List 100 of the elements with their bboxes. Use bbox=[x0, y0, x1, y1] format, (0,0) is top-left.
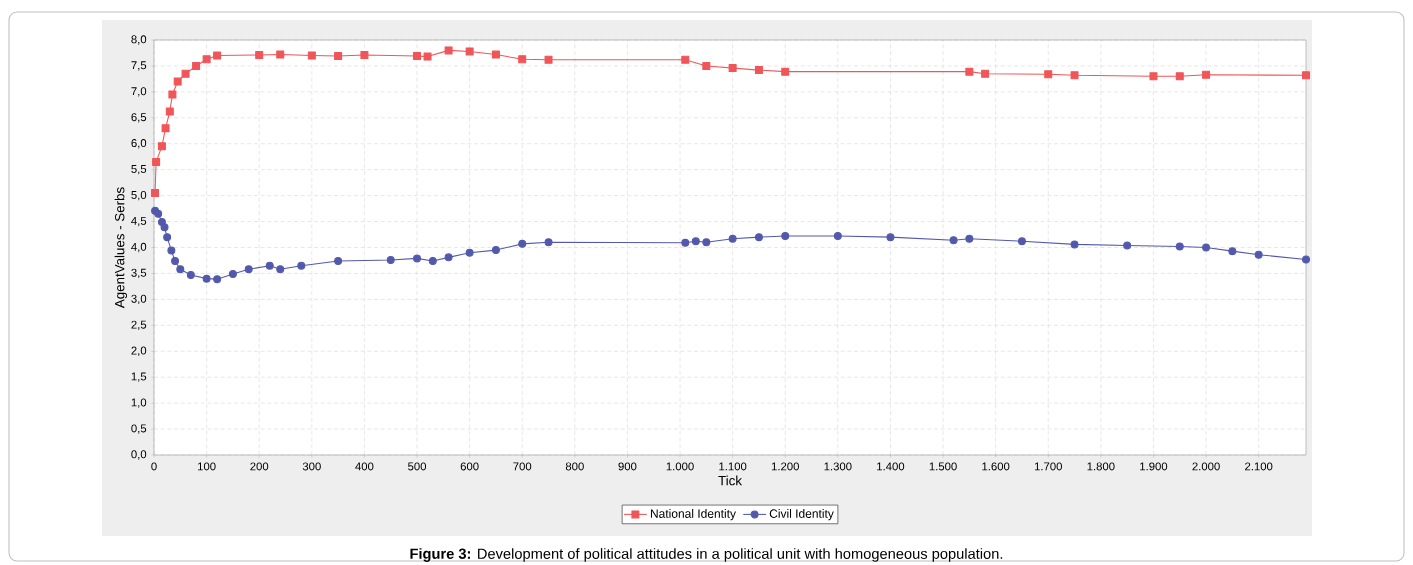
y-tick-label: 0,0 bbox=[131, 450, 147, 460]
x-tick-label: 1.900 bbox=[1140, 462, 1168, 471]
point bbox=[681, 55, 690, 64]
point bbox=[413, 254, 422, 263]
x-tick-label: 1.100 bbox=[719, 462, 747, 471]
point bbox=[161, 124, 170, 133]
point bbox=[1228, 247, 1237, 256]
point bbox=[244, 265, 253, 274]
point bbox=[728, 234, 737, 243]
x-tick-label: 0 bbox=[151, 462, 157, 471]
x-tick-label: 1.000 bbox=[666, 462, 694, 471]
point bbox=[163, 233, 172, 242]
y-tick-label: 5,5 bbox=[131, 165, 147, 175]
point bbox=[681, 238, 690, 247]
y-tick-label: 4,5 bbox=[131, 216, 147, 227]
point bbox=[213, 51, 222, 60]
point bbox=[754, 66, 763, 75]
point bbox=[168, 90, 177, 99]
point bbox=[428, 256, 437, 265]
y-tick-label: 1,5 bbox=[131, 372, 147, 382]
point bbox=[152, 157, 161, 166]
point bbox=[1175, 72, 1184, 81]
x-tick-label: 2.000 bbox=[1192, 462, 1220, 471]
point bbox=[213, 275, 222, 284]
point bbox=[157, 142, 166, 151]
point bbox=[265, 261, 274, 270]
point bbox=[491, 246, 500, 255]
x-tick-label: 1.800 bbox=[1087, 462, 1115, 471]
point bbox=[444, 253, 453, 262]
point bbox=[965, 234, 974, 243]
point bbox=[276, 50, 285, 59]
point bbox=[297, 261, 306, 270]
x-tick-label: 100 bbox=[198, 462, 216, 471]
point bbox=[151, 189, 160, 198]
x-tick-label: 400 bbox=[355, 462, 374, 471]
point bbox=[413, 52, 422, 61]
point bbox=[465, 47, 474, 56]
y-tick-label: 3,5 bbox=[131, 268, 147, 279]
point bbox=[307, 51, 316, 60]
point bbox=[981, 69, 990, 78]
point bbox=[334, 256, 343, 265]
legend-label: Civil Identity bbox=[769, 509, 834, 521]
x-tick-label: 2.100 bbox=[1245, 462, 1273, 471]
point bbox=[691, 237, 700, 246]
point bbox=[1175, 242, 1184, 251]
x-tick-label: 700 bbox=[513, 462, 532, 471]
point bbox=[423, 52, 432, 61]
x-tick-label: 300 bbox=[302, 462, 321, 471]
point bbox=[255, 51, 264, 60]
point bbox=[386, 255, 395, 264]
point bbox=[702, 61, 711, 70]
point bbox=[702, 238, 711, 247]
point bbox=[1302, 255, 1311, 264]
point bbox=[544, 55, 553, 64]
point bbox=[949, 236, 958, 245]
point bbox=[202, 55, 211, 64]
x-tick-label: 600 bbox=[460, 462, 479, 471]
y-tick-label: 2,5 bbox=[131, 320, 147, 330]
legend-label: National Identity bbox=[650, 509, 736, 521]
point bbox=[167, 246, 176, 255]
point bbox=[1070, 71, 1079, 80]
point bbox=[173, 77, 182, 86]
y-tick-label: 5,0 bbox=[131, 190, 147, 201]
point bbox=[160, 223, 169, 232]
point bbox=[754, 233, 763, 242]
x-tick-label: 1.300 bbox=[824, 462, 852, 471]
point bbox=[544, 238, 553, 247]
point bbox=[1202, 243, 1211, 252]
point bbox=[1202, 70, 1211, 79]
y-tick-label: 3,0 bbox=[131, 294, 147, 305]
y-tick-label: 6,0 bbox=[131, 139, 147, 149]
x-tick-label: 800 bbox=[565, 462, 584, 471]
point bbox=[781, 67, 790, 76]
point bbox=[176, 265, 185, 274]
y-tick-label: 6,5 bbox=[131, 113, 147, 123]
x-axis-title: Tick bbox=[718, 475, 743, 486]
point bbox=[518, 239, 527, 248]
point bbox=[1070, 240, 1079, 249]
point bbox=[165, 107, 174, 116]
y-tick-label: 7,5 bbox=[131, 61, 147, 71]
point bbox=[276, 265, 285, 274]
point bbox=[202, 274, 211, 283]
point bbox=[171, 256, 180, 265]
point bbox=[491, 50, 500, 59]
point bbox=[444, 46, 453, 55]
point bbox=[228, 269, 237, 278]
x-tick-label: 1.200 bbox=[771, 462, 799, 471]
x-tick-label: 900 bbox=[618, 462, 637, 471]
point bbox=[965, 67, 974, 76]
point bbox=[886, 233, 895, 242]
point bbox=[360, 51, 369, 60]
point bbox=[728, 64, 737, 73]
y-tick-label: 8,0 bbox=[131, 35, 147, 45]
y-axis-title: AgentValues - Serbs bbox=[114, 187, 128, 309]
x-tick-label: 200 bbox=[250, 462, 269, 471]
point bbox=[334, 52, 343, 61]
y-tick-label: 1,0 bbox=[131, 398, 147, 408]
point bbox=[1302, 71, 1311, 80]
x-tick-label: 1.500 bbox=[929, 462, 957, 471]
y-tick-label: 2,0 bbox=[131, 346, 147, 356]
